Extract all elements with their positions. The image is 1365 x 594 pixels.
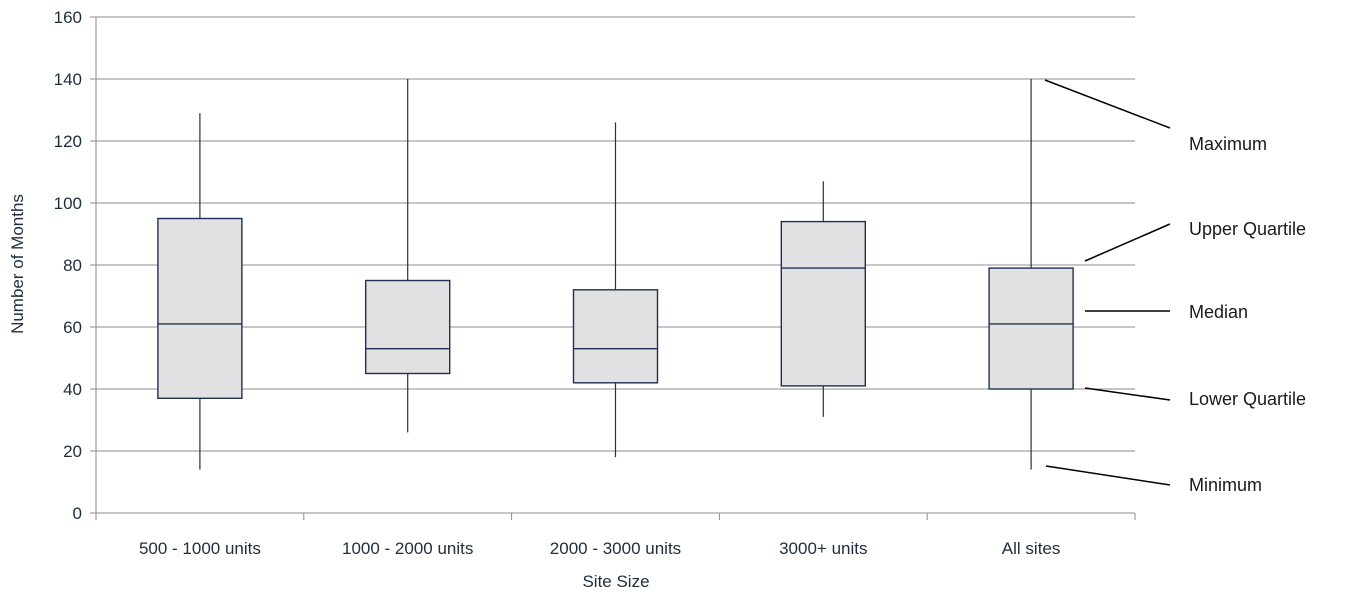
y-tick-label: 140 bbox=[54, 70, 82, 89]
minimum-label: Minimum bbox=[1189, 475, 1262, 495]
box-1 bbox=[157, 113, 243, 470]
upper-quartile-label: Upper Quartile bbox=[1189, 219, 1306, 239]
minimum-pointer bbox=[1045, 465, 1171, 486]
iqr-box bbox=[988, 267, 1074, 390]
x-tick-label: 500 - 1000 units bbox=[139, 539, 261, 558]
legend-annotations: Maximum Upper Quartile Median Lower Quar… bbox=[1044, 79, 1306, 495]
median-label: Median bbox=[1189, 302, 1248, 322]
lower-quartile-label: Lower Quartile bbox=[1189, 389, 1306, 409]
maximum-pointer bbox=[1044, 79, 1171, 129]
x-tick-label: 2000 - 3000 units bbox=[550, 539, 681, 558]
y-tick-label: 60 bbox=[63, 318, 82, 337]
y-tick-label: 100 bbox=[54, 194, 82, 213]
x-tick-label: 1000 - 2000 units bbox=[342, 539, 473, 558]
upper-quartile-pointer bbox=[1084, 223, 1171, 262]
box-5 bbox=[988, 79, 1074, 470]
iqr-box bbox=[157, 217, 243, 400]
gridlines bbox=[90, 16, 1135, 514]
y-tick-label: 120 bbox=[54, 132, 82, 151]
maximum-label: Maximum bbox=[1189, 134, 1267, 154]
iqr-box bbox=[780, 220, 866, 387]
tick-labels: 0 20 40 60 80 100 120 140 160 500 - 1000 units 100… bbox=[54, 8, 1061, 558]
y-tick-label: 160 bbox=[54, 8, 82, 27]
y-tick-label: 20 bbox=[63, 442, 82, 461]
box-4 bbox=[780, 181, 866, 417]
axes bbox=[95, 17, 1136, 520]
y-axis-title: Number of Months bbox=[8, 194, 27, 334]
y-tick-label: 0 bbox=[73, 504, 82, 523]
x-axis-title: Site Size bbox=[582, 572, 649, 591]
y-tick-label: 40 bbox=[63, 380, 82, 399]
y-tick-label: 80 bbox=[63, 256, 82, 275]
box-3 bbox=[572, 122, 659, 458]
box-2 bbox=[365, 79, 451, 433]
x-tick-label: All sites bbox=[1002, 539, 1061, 558]
iqr-box bbox=[572, 289, 659, 384]
lower-quartile-pointer bbox=[1084, 387, 1171, 401]
boxes bbox=[157, 79, 1074, 470]
iqr-box bbox=[365, 279, 451, 375]
x-tick-label: 3000+ units bbox=[779, 539, 867, 558]
